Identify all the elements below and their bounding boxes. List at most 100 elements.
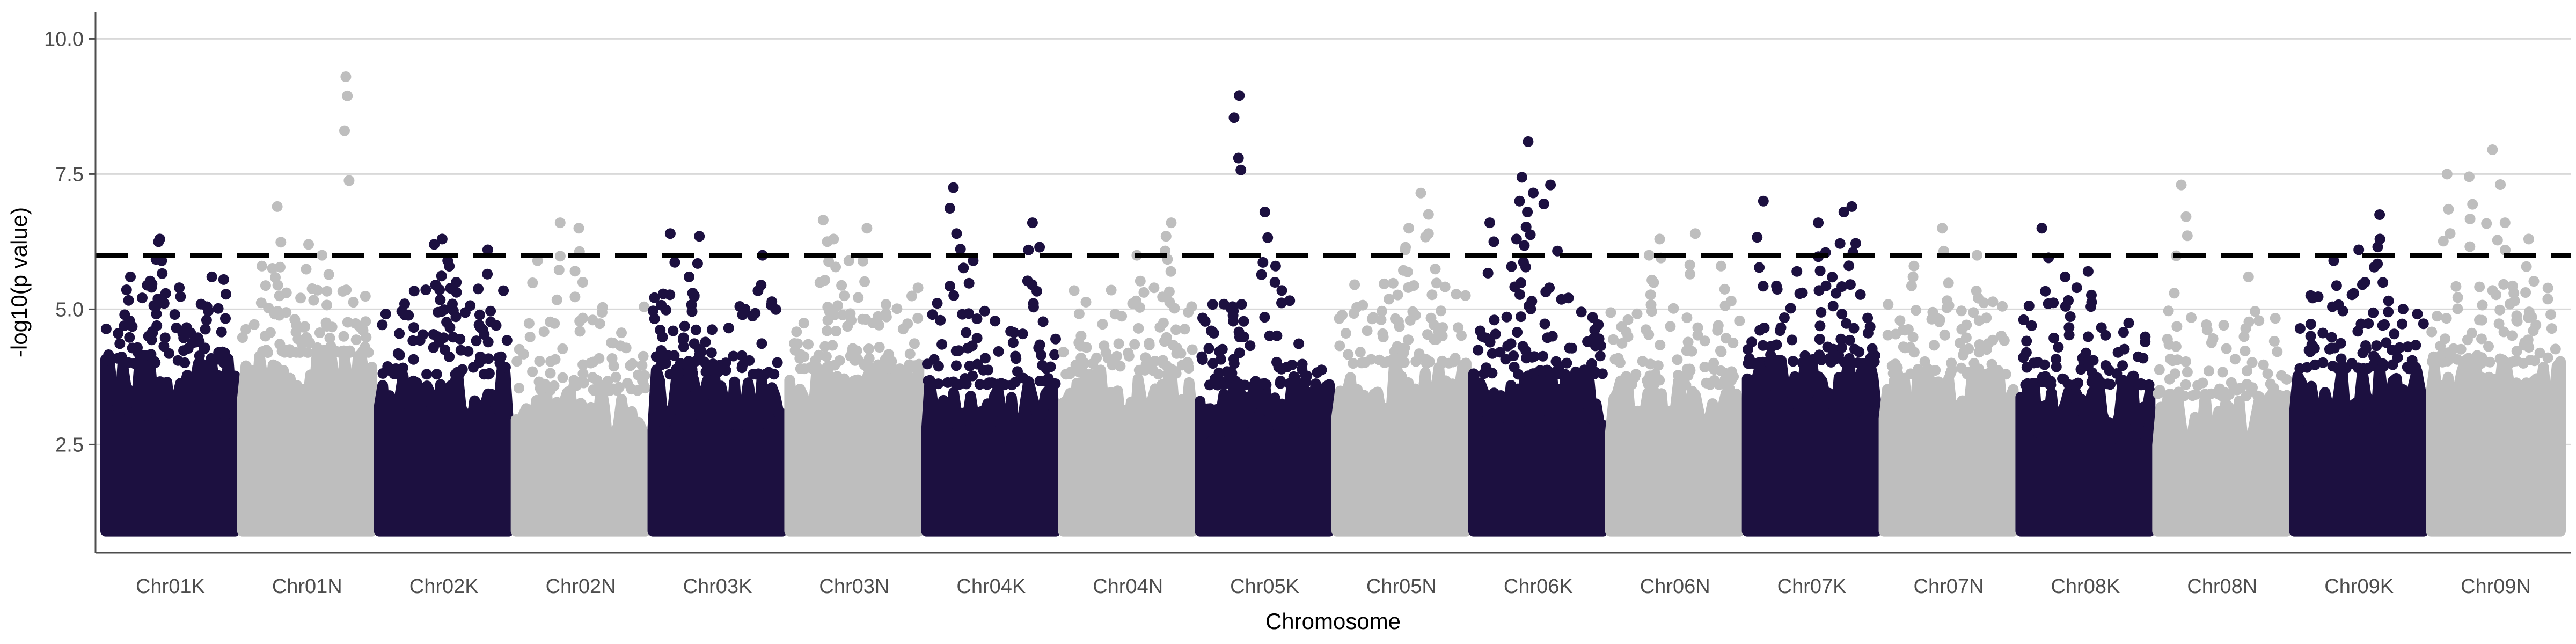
data-point bbox=[1234, 332, 1245, 342]
chromosome-chr06n bbox=[1605, 228, 1745, 537]
data-point bbox=[2519, 337, 2530, 348]
data-point bbox=[2441, 313, 2452, 324]
data-point bbox=[933, 378, 944, 390]
data-point bbox=[2240, 345, 2251, 356]
data-point bbox=[2492, 235, 2503, 246]
peak-point bbox=[1813, 217, 1824, 229]
data-point bbox=[1946, 365, 1957, 376]
data-point bbox=[958, 262, 969, 274]
data-point bbox=[1929, 340, 1940, 351]
data-point bbox=[610, 371, 621, 383]
data-point bbox=[1039, 376, 1050, 387]
peak-point bbox=[2243, 271, 2254, 282]
data-point bbox=[1674, 371, 1685, 382]
data-point bbox=[948, 290, 960, 301]
data-point bbox=[260, 331, 271, 342]
data-point bbox=[942, 377, 953, 388]
data-point bbox=[2138, 353, 2149, 364]
data-point bbox=[2467, 199, 2478, 210]
x-axis-title: Chromosome bbox=[1265, 609, 1401, 634]
data-point bbox=[2063, 295, 2074, 306]
data-point bbox=[1210, 373, 1220, 384]
data-point bbox=[1276, 297, 1287, 309]
data-point bbox=[1423, 209, 1434, 220]
data-point bbox=[2167, 355, 2178, 367]
data-point bbox=[1097, 319, 1108, 330]
data-point bbox=[177, 328, 188, 339]
data-point bbox=[1443, 357, 1454, 369]
peak-point bbox=[664, 228, 676, 239]
data-point bbox=[2182, 367, 2193, 378]
data-point bbox=[1512, 327, 1523, 338]
data-point bbox=[431, 331, 442, 342]
data-point bbox=[2044, 379, 2055, 390]
data-point bbox=[2542, 282, 2553, 294]
data-point bbox=[1509, 281, 1520, 292]
data-point bbox=[2394, 342, 2405, 353]
data-point bbox=[2048, 332, 2060, 343]
data-point bbox=[295, 292, 306, 304]
peak-point bbox=[948, 182, 959, 193]
data-point bbox=[1788, 356, 1799, 367]
data-point bbox=[1758, 281, 1769, 292]
data-point bbox=[1436, 305, 1446, 317]
data-point bbox=[1091, 352, 1102, 363]
data-point bbox=[923, 375, 934, 386]
x-tick-label: Chr09N bbox=[2461, 575, 2531, 598]
data-point bbox=[2063, 379, 2074, 390]
data-point bbox=[1836, 342, 1847, 353]
peak-point bbox=[1270, 260, 1281, 272]
data-point bbox=[1561, 357, 1572, 369]
data-point bbox=[2509, 295, 2520, 306]
data-point bbox=[1264, 330, 1275, 341]
data-point bbox=[706, 324, 718, 335]
data-point bbox=[740, 304, 751, 315]
x-tick-label: Chr02K bbox=[409, 575, 479, 598]
data-point bbox=[2525, 355, 2536, 365]
data-point bbox=[175, 291, 186, 302]
data-point bbox=[1794, 288, 1805, 299]
peak-point bbox=[951, 228, 962, 239]
data-point bbox=[1158, 317, 1169, 328]
data-point bbox=[1719, 300, 1731, 311]
peak-point bbox=[1514, 195, 1525, 207]
data-point bbox=[661, 304, 672, 316]
data-point bbox=[1637, 356, 1648, 367]
data-point bbox=[827, 340, 838, 351]
data-point bbox=[1075, 353, 1087, 364]
data-point bbox=[1699, 362, 1710, 372]
data-point bbox=[1713, 320, 1724, 331]
data-point bbox=[1023, 244, 1034, 255]
data-point bbox=[1987, 334, 1999, 346]
data-point bbox=[1217, 343, 1228, 355]
data-point bbox=[101, 355, 112, 366]
data-point bbox=[1392, 289, 1403, 301]
data-point bbox=[1236, 299, 1247, 310]
data-point bbox=[1238, 316, 1249, 327]
peak-point bbox=[968, 255, 979, 266]
data-point bbox=[377, 319, 388, 331]
data-point bbox=[295, 347, 305, 358]
data-point bbox=[548, 380, 560, 391]
data-point bbox=[1516, 311, 1526, 323]
data-point bbox=[1337, 310, 1348, 320]
data-point bbox=[1514, 289, 1525, 300]
data-point bbox=[846, 315, 857, 326]
peak-point bbox=[154, 233, 165, 245]
data-point bbox=[669, 350, 680, 361]
point-cloud bbox=[784, 358, 925, 537]
peak-point bbox=[1166, 217, 1177, 229]
data-point bbox=[1836, 309, 1848, 320]
data-point bbox=[1814, 265, 1826, 276]
data-point bbox=[1357, 299, 1368, 311]
data-point bbox=[2243, 316, 2255, 327]
data-point bbox=[2065, 311, 2076, 322]
data-point bbox=[2484, 356, 2496, 368]
data-point bbox=[1116, 311, 1128, 322]
data-point bbox=[2450, 281, 2462, 292]
data-point bbox=[1258, 378, 1270, 390]
data-point bbox=[1987, 296, 1999, 308]
data-point bbox=[157, 268, 168, 279]
data-point bbox=[2476, 314, 2487, 326]
data-point bbox=[1080, 296, 1092, 308]
